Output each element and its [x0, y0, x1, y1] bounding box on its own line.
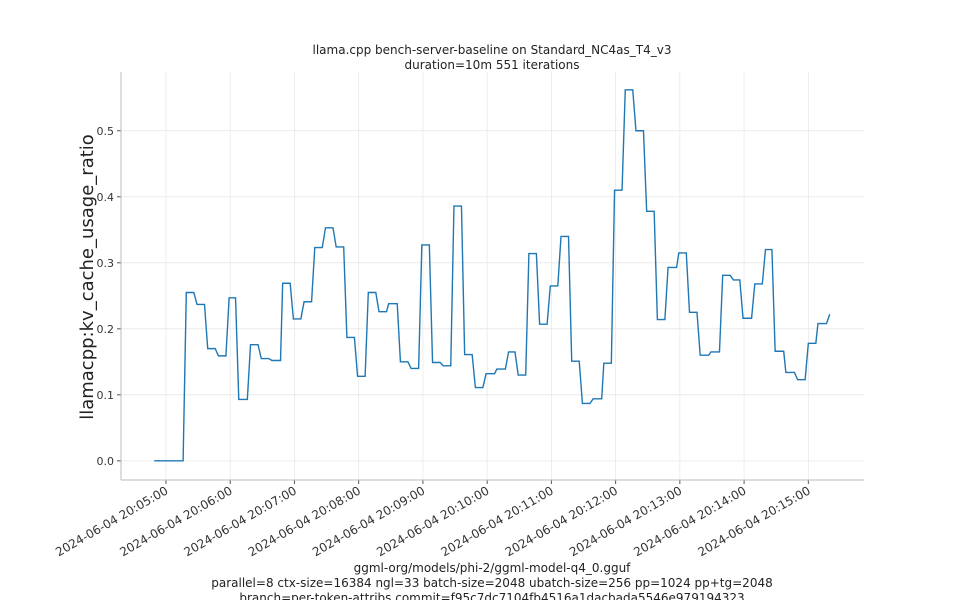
- x-axis-label: branch=per-token-attribs commit=f95c7dc7…: [239, 591, 744, 600]
- x-tick-label: 2024-06-04 20:05:00: [53, 483, 170, 559]
- chart-subtitle: duration=10m 551 iterations: [405, 58, 580, 72]
- x-tick-label: 2024-06-04 20:11:00: [439, 483, 556, 559]
- x-tick-label: 2024-06-04 20:12:00: [503, 483, 620, 559]
- x-tick-label: 2024-06-04 20:15:00: [695, 483, 812, 559]
- x-tick-label: 2024-06-04 20:10:00: [374, 483, 491, 559]
- y-tick-label: 0.5: [97, 125, 115, 138]
- x-tick-label: 2024-06-04 20:09:00: [310, 483, 427, 559]
- y-tick-label: 0.4: [97, 191, 115, 204]
- y-tick-label: 0.3: [97, 257, 115, 270]
- y-axis-label: llamacpp:kv_cache_usage_ratio: [77, 134, 98, 420]
- y-tick-label: 0.2: [97, 323, 115, 336]
- y-tick-label: 0.1: [97, 389, 115, 402]
- x-tick-label: 2024-06-04 20:06:00: [117, 483, 234, 559]
- x-axis-label: ggml-org/models/phi-2/ggml-model-q4_0.gg…: [354, 561, 632, 575]
- x-tick-label: 2024-06-04 20:08:00: [246, 483, 363, 559]
- chart-title: llama.cpp bench-server-baseline on Stand…: [313, 43, 672, 57]
- x-tick-label: 2024-06-04 20:13:00: [567, 483, 684, 559]
- data-line: [154, 89, 831, 462]
- x-tick-label: 2024-06-04 20:14:00: [631, 483, 748, 559]
- y-tick-label: 0.0: [97, 455, 115, 468]
- x-tick-label: 2024-06-04 20:07:00: [182, 483, 299, 559]
- x-axis-label: parallel=8 ctx-size=16384 ngl=33 batch-s…: [211, 576, 772, 590]
